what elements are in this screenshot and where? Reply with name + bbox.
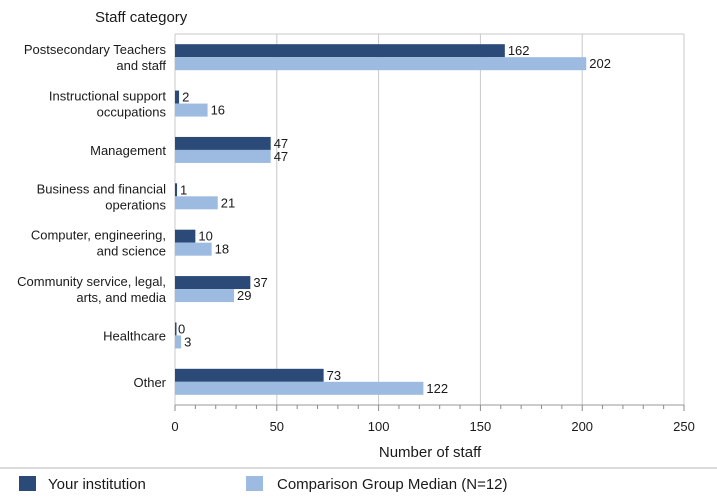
bar-value-label: 0 [178, 321, 185, 336]
category-label: arts, and media [76, 290, 166, 305]
bar-value-label: 16 [211, 103, 225, 118]
bar-value-label: 29 [237, 288, 251, 303]
legend-label-institution: Your institution [48, 476, 146, 493]
category-label: Instructional support [49, 89, 166, 104]
bar-institution [175, 276, 251, 290]
category-label: Healthcare [103, 328, 166, 343]
x-tick-labels: 0 50 100 150 200 250 [171, 419, 694, 434]
bar-value-label: 1 [180, 182, 187, 197]
category-label: and staff [116, 58, 166, 73]
bar-value-label: 21 [221, 195, 235, 210]
bar-institution [175, 229, 196, 243]
bar-institution [175, 368, 324, 382]
category-label: operations [105, 197, 166, 212]
x-tick-label: 100 [368, 419, 390, 434]
category-label: Community service, legal, [17, 274, 166, 289]
legend-swatch-institution [19, 476, 36, 491]
category-label: Management [90, 143, 166, 158]
bar-institution [175, 183, 178, 197]
x-tick-label: 150 [470, 419, 492, 434]
bar-comparison [175, 335, 182, 349]
bar-institution [175, 90, 180, 104]
bar-institution [175, 44, 505, 58]
bar-comparison [175, 57, 587, 71]
bar-comparison [175, 196, 218, 210]
bar-value-label: 18 [215, 242, 229, 257]
bar-value-label: 122 [426, 381, 448, 396]
x-tick-label: 0 [171, 419, 178, 434]
grid-lines [174, 33, 685, 411]
bar-value-label: 2 [182, 90, 189, 105]
x-axis-title: Number of staff [379, 444, 482, 461]
bar-institution [175, 136, 271, 150]
category-label: Postsecondary Teachers [24, 42, 167, 57]
category-label: occupations [97, 105, 167, 120]
x-tick-label: 50 [270, 419, 284, 434]
bar-value-label: 37 [253, 275, 267, 290]
category-label: Business and financial [37, 181, 166, 196]
bar-comparison [175, 103, 208, 117]
bar-value-label: 162 [508, 43, 530, 58]
x-tick-label: 200 [571, 419, 593, 434]
category-label: Other [133, 375, 166, 390]
bar-comparison [175, 289, 235, 303]
legend-swatch-comparison [246, 476, 263, 491]
bar-value-label: 73 [327, 368, 341, 383]
y-axis-title: Staff category [95, 9, 188, 26]
bar-comparison [175, 149, 271, 163]
legend: Your institution Comparison Group Median … [19, 476, 508, 493]
category-label: Computer, engineering, [31, 228, 166, 243]
category-label: and science [97, 244, 166, 259]
bar-value-label: 47 [274, 136, 288, 151]
x-tick-label: 250 [673, 419, 695, 434]
bar-value-label: 202 [589, 56, 611, 71]
bar-value-label: 47 [274, 149, 288, 164]
bar-value-label: 10 [198, 229, 212, 244]
bar-value-label: 3 [184, 334, 191, 349]
legend-label-comparison: Comparison Group Median (N=12) [277, 476, 508, 493]
bar-comparison [175, 381, 424, 395]
bar-comparison [175, 242, 212, 256]
bar-institution [175, 322, 177, 336]
